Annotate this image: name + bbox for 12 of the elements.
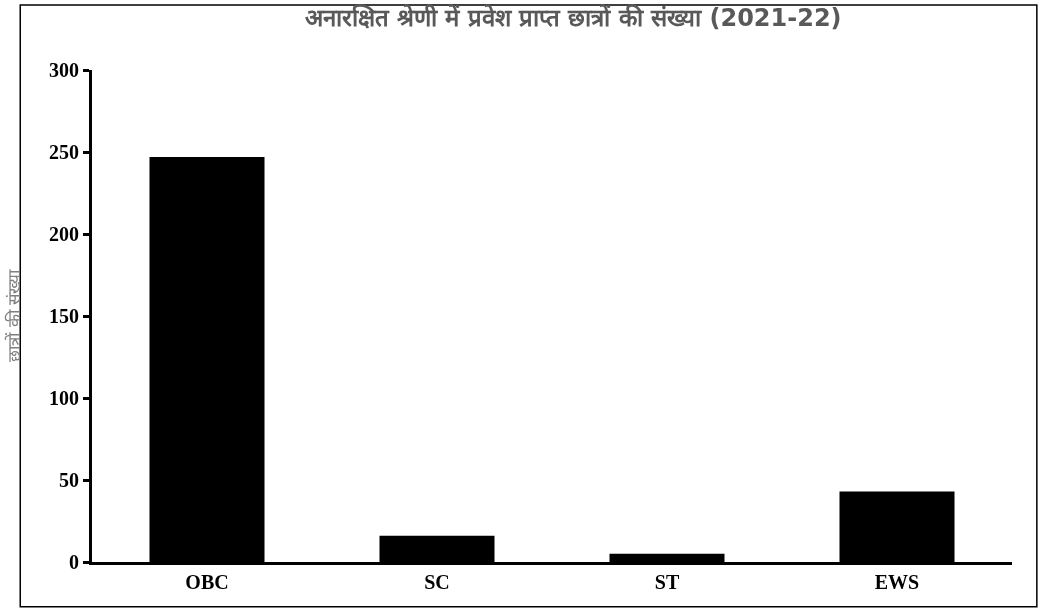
y-tick-label: 200 xyxy=(49,223,79,245)
y-tick-label: 250 xyxy=(49,141,79,163)
y-tick-label: 150 xyxy=(49,305,79,327)
chart-title: अनारक्षित श्रेणी में प्रवेश प्राप्त छात्रों की संख्या (2021-22) xyxy=(304,3,842,32)
y-tick-label: 100 xyxy=(49,387,79,409)
x-tick-label: SC xyxy=(424,571,450,593)
x-tick-label: EWS xyxy=(874,571,920,593)
y-tick-label: 300 xyxy=(49,59,79,81)
x-tick-label: ST xyxy=(654,571,680,593)
y-tick-label: 0 xyxy=(69,551,79,573)
x-tick-label: OBC xyxy=(185,571,229,593)
y-tick-label: 50 xyxy=(59,469,79,491)
